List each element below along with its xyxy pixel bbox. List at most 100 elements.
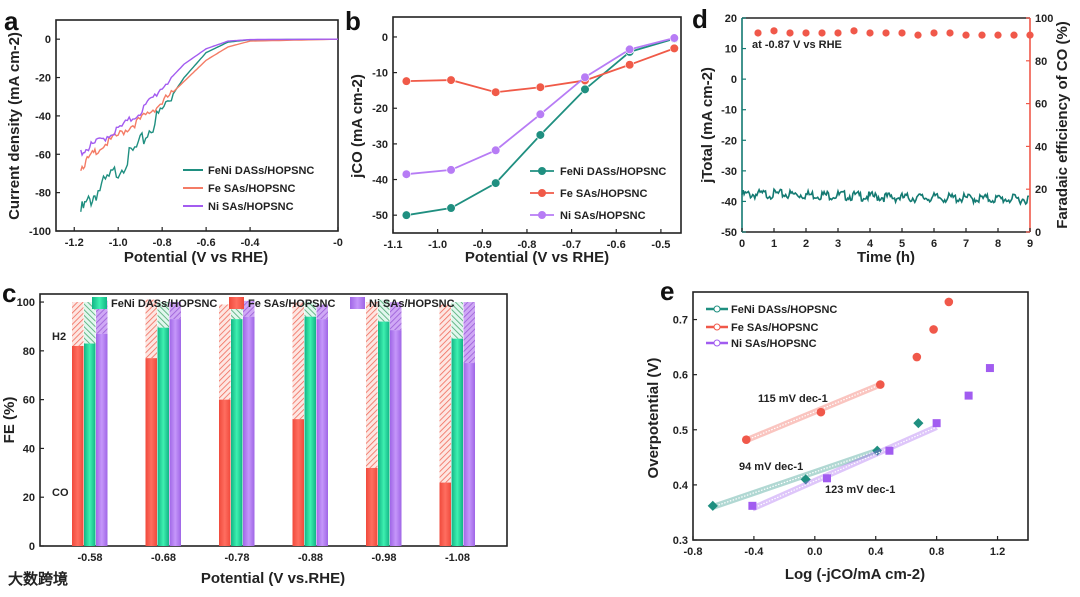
bar-co: [366, 467, 378, 546]
fe-point: [1010, 31, 1018, 39]
bar-co: [451, 338, 463, 546]
x-axis-title: Time (h): [857, 249, 915, 266]
data-point: [929, 325, 938, 334]
x-tick-label: -0.58: [77, 552, 102, 564]
legend-swatch: [229, 297, 244, 309]
series-line-1: [80, 38, 339, 172]
h2-annotation: H2: [52, 331, 66, 343]
x-tick-label: -0.88: [298, 552, 323, 564]
fe-point: [930, 29, 938, 37]
panel-label: e: [660, 276, 674, 306]
y-tick-label: 0: [1035, 227, 1041, 239]
x-tick-label: -0.98: [371, 552, 396, 564]
fe-point: [882, 29, 890, 37]
legend-marker: [713, 339, 721, 347]
y-axis-title-right: Faradaic efficiency of CO (%): [1054, 21, 1071, 229]
fe-point: [850, 27, 858, 35]
data-point: [580, 72, 590, 82]
fe-point: [770, 27, 778, 35]
fe-point: [754, 29, 762, 37]
x-tick-label: -0.8: [153, 237, 172, 249]
x-tick-label: -0.6: [607, 239, 626, 251]
series-line-2: [406, 37, 675, 176]
data-point: [669, 43, 679, 53]
y-tick-label: 0.4: [673, 480, 689, 492]
y-tick-label: -60: [35, 149, 51, 161]
legend-label: Fe SAs/HOPSNC: [731, 322, 818, 334]
x-axis-title: Potential (V vs RHE): [465, 249, 609, 266]
y-tick-label: 100: [1035, 13, 1053, 25]
x-tick-label: 9: [1027, 238, 1033, 250]
legend-marker: [713, 305, 721, 313]
x-tick-label: 0.0: [807, 546, 822, 558]
bar-co: [439, 482, 451, 546]
y-tick-label: 80: [23, 346, 35, 358]
legend-label: FeNi DASs/HOPSNC: [111, 298, 217, 310]
x-tick-label: 6: [931, 238, 937, 250]
bar-h2: [390, 302, 402, 331]
legend-marker: [538, 189, 546, 197]
y-tick-label: -40: [721, 196, 737, 208]
data-point: [491, 87, 501, 97]
x-tick-label: -0.78: [224, 552, 249, 564]
fe-point: [978, 31, 986, 39]
x-tick-label: -1.2: [65, 237, 84, 249]
bar-h2: [231, 303, 243, 320]
fe-point: [962, 31, 970, 39]
bar-co: [390, 330, 402, 546]
data-point: [446, 165, 456, 175]
x-tick-label: 0.8: [929, 546, 944, 558]
panel-label: c: [2, 278, 16, 308]
panel-b-plot-area: [392, 16, 682, 234]
y-tick-label: 0: [382, 32, 388, 44]
bar-h2: [292, 302, 304, 420]
x-tick-label: 2: [803, 238, 809, 250]
x-tick-label: -0.68: [151, 552, 176, 564]
panel-a-plot-area: [55, 19, 339, 232]
bar-co: [169, 319, 181, 546]
current-trace: [741, 187, 1029, 207]
x-tick-label: 3: [835, 238, 841, 250]
data-point: [885, 446, 894, 455]
y-tick-label: -20: [35, 73, 51, 85]
x-tick-label: -0.4: [241, 237, 261, 249]
fit-line: [712, 450, 878, 508]
y-tick-label: 0: [45, 34, 51, 46]
x-tick-label: 5: [899, 238, 905, 250]
x-tick-label: -1.0: [109, 237, 128, 249]
y-tick-label: -50: [372, 210, 388, 222]
slope-label-fe: 115 mV dec-1: [758, 393, 828, 405]
data-point: [446, 75, 456, 85]
y-tick-label: 0.7: [673, 315, 688, 327]
data-point: [944, 297, 954, 307]
legend-marker: [538, 167, 546, 175]
fe-point: [834, 29, 842, 37]
bar-co: [243, 316, 255, 546]
x-tick-label: -1.1: [384, 239, 403, 251]
bar-h2: [145, 299, 157, 359]
fe-point: [786, 29, 794, 37]
bar-co: [304, 316, 316, 546]
fe-point: [802, 29, 810, 37]
watermark: 大数跨境: [8, 570, 68, 588]
data-point: [964, 391, 973, 400]
fe-point: [994, 31, 1002, 39]
x-tick-label: 0.4: [868, 546, 884, 558]
data-point: [401, 169, 411, 179]
y-tick-label: 10: [725, 44, 737, 56]
fe-point: [818, 29, 826, 37]
fe-point: [898, 29, 906, 37]
x-tick-label: 8: [995, 238, 1001, 250]
y-tick-label: 60: [1035, 99, 1047, 111]
bar-co: [231, 319, 243, 546]
data-point: [741, 435, 751, 444]
y-tick-label: 20: [725, 13, 737, 25]
x-tick-label: -0.6: [197, 237, 216, 249]
bar-h2: [366, 302, 378, 468]
legend-label: Ni SAs/HOPSNC: [208, 201, 294, 213]
panel-label: d: [692, 4, 708, 34]
x-tick-label: -0.5: [651, 239, 670, 251]
legend-marker: [538, 211, 546, 219]
y-tick-label: -20: [372, 103, 388, 115]
